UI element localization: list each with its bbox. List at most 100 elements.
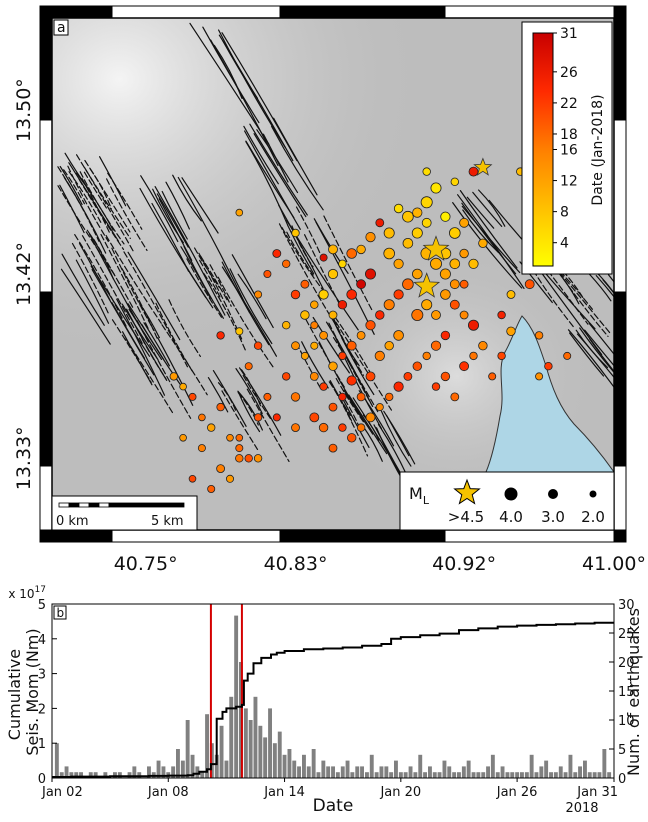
earthquake-marker [170,373,178,381]
frame-segment [40,120,52,292]
count-bar [360,766,364,778]
earthquake-marker [449,228,460,239]
earthquake-marker [450,300,459,309]
colorbar-ramp [533,33,553,266]
earthquake-marker [292,342,300,350]
count-bar [278,732,282,778]
scale-bar: 0 km 5 km [52,496,197,530]
earthquake-marker [460,218,469,227]
earthquake-marker [498,352,506,360]
count-bar [341,766,345,778]
count-bar [457,772,461,778]
count-bar [491,755,495,778]
legend-circle-medium [548,489,558,499]
earthquake-marker [217,465,225,473]
panel-label-a: a [57,20,66,36]
earthquake-marker [189,393,196,400]
earthquake-marker [412,228,422,238]
count-bar [564,772,568,778]
earthquake-marker [422,300,432,310]
earthquake-marker [180,434,187,441]
count-bar [273,743,277,778]
earthquake-marker [564,352,571,359]
count-bar [588,772,592,778]
count-bar [447,766,451,778]
earthquake-marker [329,444,337,452]
earthquake-marker [365,269,375,279]
date-tick-label: Jan 20 [379,785,421,800]
count-bar [443,761,447,778]
right-axis-label: Num. of earthquakes [624,608,643,776]
earthquake-marker [319,423,328,432]
earthquake-marker [394,259,403,268]
colorbar-tick-label: 31 [560,26,578,42]
colorbar-tick-label: 12 [560,174,578,190]
count-bar [404,772,408,778]
frame-segment [40,292,52,466]
earthquake-marker [403,238,413,248]
earthquake-marker [264,270,271,277]
count-bar [312,749,316,778]
map-x-tick-label: 40.75° [114,553,178,575]
earthquake-marker [282,321,290,329]
earthquake-marker [282,373,290,381]
frame-segment [614,466,626,530]
map-y-tick-labels: 13.50°13.42°13.33° [13,78,35,490]
frame-segment [112,530,280,542]
earthquake-marker [460,311,468,319]
count-bar [331,766,335,778]
earthquake-marker [255,291,262,298]
colorbar-tick-label: 8 [560,205,569,221]
earthquake-marker [347,434,356,443]
count-bar [186,720,190,778]
earthquake-marker [507,291,515,299]
earthquake-marker [189,475,196,482]
earthquake-marker [451,393,459,401]
earthquake-marker [421,197,432,208]
earthquake-marker [403,211,414,222]
count-bar [573,772,577,778]
earthquake-marker [320,383,328,391]
count-bar [433,772,437,778]
left-axis-label: Cumulative Seis. Mom (Nm) [5,628,42,755]
count-bar [244,708,248,778]
earthquake-marker [311,322,318,329]
frame-segment [445,530,614,542]
frame-segment [445,6,614,18]
earthquake-marker [507,327,516,336]
earthquake-marker [469,167,478,176]
magnitude-legend: ML >4.5 4.0 3.0 2.0 [400,472,614,530]
left-axis-label-line1: Cumulative [5,649,24,740]
earthquake-marker [198,445,205,452]
count-bar [539,766,543,778]
earthquake-marker [440,269,450,279]
map-x-tick-labels: 40.75°40.83°40.92°41.00° [114,553,646,575]
count-bar [506,772,510,778]
earthquake-marker [385,341,394,350]
earthquake-marker [273,414,280,421]
earthquake-marker [291,290,300,299]
count-bar [336,772,340,778]
earthquake-marker [469,259,478,268]
earthquake-marker [403,279,414,290]
year-label: 2018 [565,801,598,816]
earthquake-marker [310,413,319,422]
frame-segment [614,6,626,18]
earthquake-marker [357,280,366,289]
earthquake-marker [384,228,394,238]
count-bar [569,755,573,778]
count-bar [423,772,427,778]
count-bar [530,755,534,778]
earthquake-marker [430,258,441,269]
earthquake-marker [208,485,215,492]
earthquake-marker [432,311,441,320]
count-bar [249,720,253,778]
earthquake-marker [441,372,450,381]
earthquake-marker [347,249,357,259]
map-x-tick-label: 40.83° [264,553,328,575]
count-bar [380,766,384,778]
map-y-tick-label: 13.42° [13,242,35,306]
earthquake-marker [423,168,431,176]
earthquake-marker [347,376,356,385]
date-tick-label: Jan 14 [263,785,305,800]
